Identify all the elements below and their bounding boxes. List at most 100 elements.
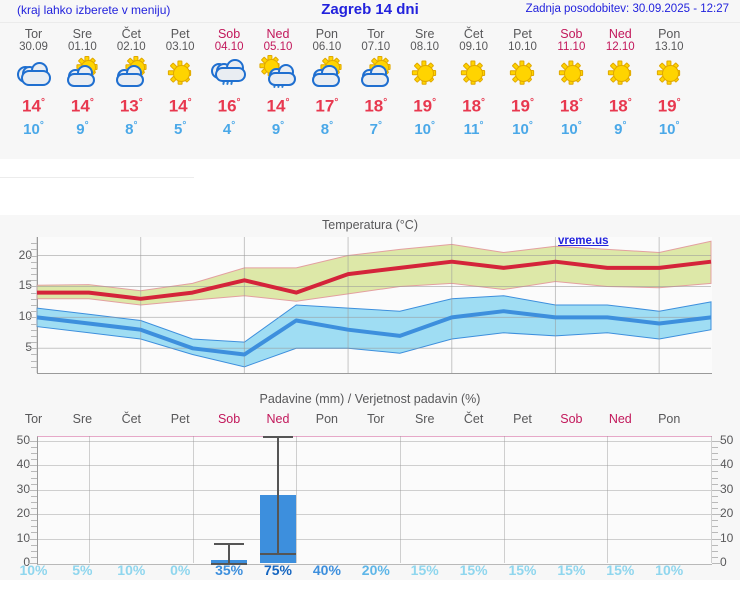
forecast-weather-icon-wrap bbox=[105, 56, 158, 91]
precipitation-axis-tick bbox=[31, 520, 37, 522]
temperature-chart-title: Temperatura (°C) bbox=[322, 218, 418, 232]
forecast-day-name: Čet bbox=[463, 27, 484, 41]
precipitation-day-label: Čet bbox=[463, 412, 484, 426]
precipitation-axis-tick bbox=[712, 471, 718, 473]
forecast-day-name: Pet bbox=[513, 27, 532, 41]
forecast-temp-min: 10° bbox=[23, 119, 44, 138]
forecast-temp-max: 18° bbox=[462, 96, 486, 116]
forecast-weather-icon-wrap bbox=[154, 57, 207, 91]
temperature-axis-tick bbox=[31, 305, 37, 306]
precipitation-probability: 10% bbox=[19, 562, 48, 578]
precipitation-chart: Padavine (mm) / Verjetnost padavin (%) T… bbox=[0, 390, 740, 580]
forecast-day-name: Pon bbox=[315, 27, 339, 41]
temperature-axis-tick bbox=[31, 329, 37, 331]
precipitation-gridline bbox=[37, 440, 711, 442]
forecast-day-name: Tor bbox=[367, 27, 385, 41]
forecast-day-date: 09.10 bbox=[459, 41, 488, 53]
forecast-temp-max: 19° bbox=[413, 96, 437, 116]
precipitation-gridline bbox=[607, 436, 609, 563]
precipitation-axis-tick bbox=[712, 544, 718, 546]
forecast-weather-icon-wrap bbox=[7, 57, 60, 91]
forecast-day-name: Čet bbox=[121, 27, 142, 41]
section-separator bbox=[0, 159, 740, 215]
forecast-temp-min: 4° bbox=[222, 119, 236, 138]
forecast-day-date: 30.09 bbox=[19, 41, 48, 53]
precipitation-probability: 10% bbox=[655, 562, 684, 578]
forecast-temp-min: 11° bbox=[463, 119, 484, 138]
precipitation-axis-tick bbox=[712, 520, 718, 522]
temperature-axis-tick bbox=[31, 342, 37, 344]
forecast-day-column: Sre 01.10 14° 9° bbox=[56, 23, 109, 139]
forecast-day-column: Čet 09.10 18° 11° bbox=[447, 23, 500, 139]
precipitation-axis-label-right: 30 bbox=[720, 481, 734, 496]
precipitation-probability: 10% bbox=[117, 562, 146, 578]
precipitation-probability: 15% bbox=[606, 562, 635, 578]
temperature-axis-tick bbox=[31, 323, 37, 325]
precipitation-axis-tick bbox=[712, 526, 718, 528]
forecast-day-column: Tor 30.09 14° 10° bbox=[7, 23, 60, 139]
watermark-link[interactable]: vreme.us bbox=[558, 235, 609, 247]
forecast-temp-max: 16° bbox=[217, 96, 241, 116]
temperature-axis-tick bbox=[31, 366, 37, 368]
forecast-weather-icon-wrap bbox=[496, 57, 549, 91]
temperature-axis-tick bbox=[28, 317, 37, 319]
page-header: (kraj lahko izberete v meniju) Zagreb 14… bbox=[0, 0, 740, 23]
precipitation-axis-tick bbox=[28, 440, 37, 442]
precipitation-plot-area bbox=[37, 436, 712, 565]
precipitation-axis-tick bbox=[712, 489, 721, 491]
precipitation-whisker-stem bbox=[228, 543, 231, 563]
precipitation-probability: 20% bbox=[361, 562, 390, 578]
precipitation-axis-tick bbox=[712, 465, 721, 467]
precipitation-axis-tick bbox=[31, 446, 37, 448]
forecast-weather-icon-wrap bbox=[447, 57, 500, 91]
precipitation-axis-tick bbox=[28, 489, 37, 491]
temperature-series-svg bbox=[36, 237, 712, 373]
precipitation-axis-tick bbox=[31, 477, 37, 479]
forecast-weather-icon-wrap bbox=[594, 57, 647, 91]
precipitation-day-label: Sob bbox=[560, 412, 583, 426]
forecast-day-date: 03.10 bbox=[165, 41, 195, 53]
sunny-icon bbox=[600, 57, 640, 89]
precipitation-axis-tick bbox=[712, 440, 721, 442]
forecast-temp-min: 10° bbox=[561, 119, 582, 138]
precipitation-probability: 15% bbox=[459, 562, 488, 578]
precipitation-axis-label-right: 40 bbox=[720, 457, 734, 472]
precipitation-whisker-cap bbox=[214, 543, 245, 546]
temperature-axis-tick bbox=[31, 243, 37, 245]
forecast-temp-max: 19° bbox=[511, 96, 534, 116]
sunny-icon bbox=[649, 57, 689, 89]
forecast-day-date: 11.10 bbox=[557, 41, 586, 53]
forecast-day-column: Pet 03.10 14° 5° bbox=[154, 23, 207, 139]
precipitation-day-label: Čet bbox=[121, 412, 142, 426]
forecast-day-column: Tor 07.10 18° 7° bbox=[349, 23, 402, 139]
forecast-day-date: 07.10 bbox=[361, 41, 391, 53]
precipitation-gridline bbox=[88, 436, 90, 563]
precipitation-gridline bbox=[711, 436, 712, 563]
forecast-temp-max: 18° bbox=[608, 96, 632, 116]
precipitation-axis-tick bbox=[31, 544, 37, 546]
precipitation-whisker-cap bbox=[260, 553, 296, 556]
precipitation-probability: 15% bbox=[557, 562, 586, 578]
forecast-weather-icon-wrap bbox=[643, 57, 696, 91]
forecast-day-column: Sre 08.10 19° 10° bbox=[398, 23, 451, 139]
forecast-day-name: Sob bbox=[560, 27, 583, 41]
precipitation-day-label: Sob bbox=[217, 412, 241, 426]
precipitation-gridline bbox=[296, 436, 298, 563]
precipitation-axis-tick bbox=[31, 453, 37, 455]
precipitation-probability: 15% bbox=[508, 562, 537, 578]
precipitation-chart-title: Padavine (mm) / Verjetnost padavin (%) bbox=[259, 392, 481, 406]
precipitation-day-label: Sre bbox=[72, 412, 93, 426]
partly-cloudy-icon bbox=[307, 56, 347, 89]
forecast-temp-min: 9° bbox=[76, 119, 89, 138]
temperature-axis-label: 15 bbox=[18, 278, 32, 293]
forecast-day-column: Pon 06.10 17° 8° bbox=[300, 23, 353, 139]
precipitation-axis-tick bbox=[31, 532, 37, 534]
precipitation-whisker-stem bbox=[277, 436, 279, 554]
precipitation-gridline bbox=[399, 436, 401, 563]
location-hint: (kraj lahko izberete v meniju) bbox=[17, 3, 171, 17]
forecast-weather-icon-wrap bbox=[300, 56, 353, 91]
forecast-day-column: Ned 05.10 14° 9° bbox=[252, 23, 305, 139]
precipitation-axis-tick bbox=[31, 495, 37, 497]
precipitation-day-label: Tor bbox=[367, 412, 385, 426]
forecast-temp-min: 9° bbox=[271, 119, 285, 138]
